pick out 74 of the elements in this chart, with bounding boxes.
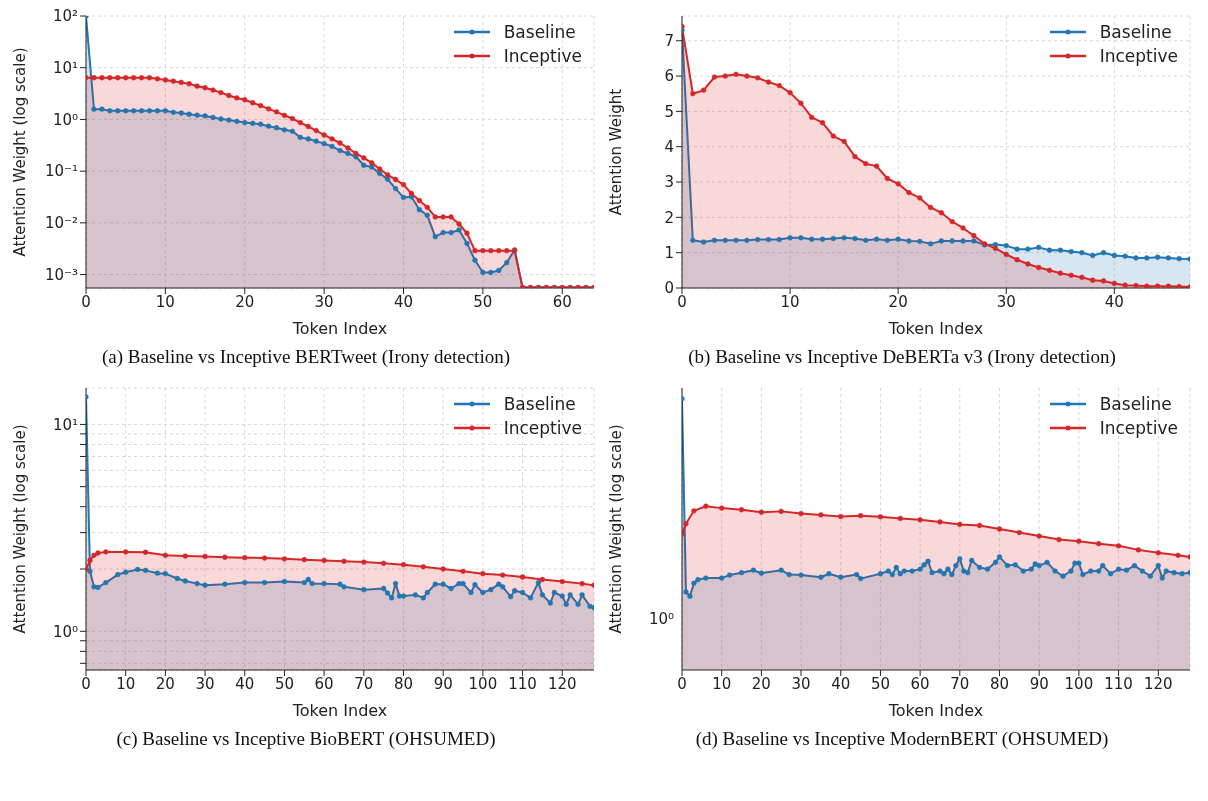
x-axis-title: Token Index	[291, 701, 388, 720]
x-tick-label: 60	[314, 674, 334, 693]
y-tick-label: 3	[664, 173, 674, 192]
y-axis-title: Attention Weight (log scale)	[607, 424, 626, 634]
y-tick-label: 0	[664, 279, 674, 298]
y-tick-label: 4	[664, 138, 674, 157]
x-tick-label: 100	[1064, 674, 1094, 693]
x-tick-label: 40	[831, 674, 851, 693]
x-tick-label: 100	[468, 674, 498, 693]
legend-label: Baseline	[503, 22, 576, 42]
x-tick-label: 20	[155, 674, 175, 693]
x-tick-label: 30	[195, 674, 215, 693]
x-tick-label: 30	[996, 292, 1016, 311]
x-tick-label: 60	[552, 292, 572, 311]
legend-label: Baseline	[1099, 22, 1172, 42]
x-tick-label: 10	[712, 674, 732, 693]
x-axis-title: Token Index	[887, 701, 984, 720]
x-axis-title: Token Index	[887, 319, 984, 338]
x-tick-label: 0	[677, 292, 687, 311]
x-tick-label: 50	[274, 674, 294, 693]
legend-label: Baseline	[1099, 394, 1172, 414]
x-tick-label: 90	[1029, 674, 1049, 693]
x-tick-label: 20	[888, 292, 908, 311]
y-tick-label: 6	[664, 67, 674, 86]
x-tick-label: 0	[81, 674, 91, 693]
x-tick-label: 10	[780, 292, 800, 311]
x-tick-label: 10	[155, 292, 175, 311]
legend-label: Inceptive	[1099, 418, 1178, 438]
x-axis-title: Token Index	[291, 319, 388, 338]
x-tick-label: 40	[1104, 292, 1124, 311]
x-tick-label: 10	[116, 674, 136, 693]
legend-label: Inceptive	[503, 46, 582, 66]
x-tick-label: 50	[473, 292, 493, 311]
x-tick-label: 80	[393, 674, 414, 693]
y-tick-label: 10²	[52, 7, 78, 26]
y-tick-label: 5	[664, 102, 674, 121]
x-tick-label: 120	[547, 674, 577, 693]
x-tick-label: 0	[81, 292, 91, 311]
x-tick-label: 40	[235, 674, 255, 693]
x-tick-label: 120	[1143, 674, 1173, 693]
y-tick-label: 10⁰	[52, 110, 78, 129]
legend-label: Inceptive	[503, 418, 582, 438]
y-tick-label: 10⁻¹	[44, 162, 78, 181]
x-tick-label: 20	[751, 674, 771, 693]
x-tick-label: 20	[235, 292, 255, 311]
x-tick-label: 110	[508, 674, 537, 693]
text: (a) Baseline vs Inceptive BERTweet (Irony detection)	[101, 346, 511, 368]
y-tick-label: 10¹	[52, 59, 78, 78]
y-tick-label: 7	[664, 32, 674, 51]
x-tick-label: 90	[433, 674, 453, 693]
y-axis-title: Attention Weight	[607, 88, 626, 216]
text: (c) Baseline vs Inceptive BioBERT (OHSUMED)	[115, 728, 497, 750]
legend-label: Inceptive	[1099, 46, 1178, 66]
x-tick-label: 40	[393, 292, 414, 311]
legend-label: Baseline	[503, 394, 576, 414]
text: (b) Baseline vs Inceptive DeBERTa v3 (Irony detection)	[687, 346, 1117, 368]
y-tick-label: 10⁻³	[44, 265, 78, 284]
y-tick-label: 10⁻²	[44, 214, 78, 233]
x-tick-label: 30	[791, 674, 811, 693]
y-tick-label: 1	[664, 244, 674, 262]
x-tick-label: 80	[989, 674, 1010, 693]
x-tick-label: 70	[950, 674, 970, 693]
y-tick-label: 10¹	[52, 415, 78, 434]
x-tick-label: 30	[314, 292, 334, 311]
x-tick-label: 50	[870, 674, 890, 693]
x-tick-label: 0	[677, 674, 687, 693]
y-tick-label: 10⁰	[52, 622, 78, 641]
text: (d) Baseline vs Inceptive ModernBERT (OHSUMED)	[694, 728, 1110, 750]
x-tick-label: 60	[910, 674, 930, 693]
x-tick-label: 70	[354, 674, 374, 693]
y-axis-title: Attention Weight (log scale)	[11, 424, 30, 634]
x-tick-label: 110	[1104, 674, 1133, 693]
y-tick-label: 2	[664, 208, 674, 227]
y-axis-title: Attention Weight (log scale)	[11, 47, 30, 257]
